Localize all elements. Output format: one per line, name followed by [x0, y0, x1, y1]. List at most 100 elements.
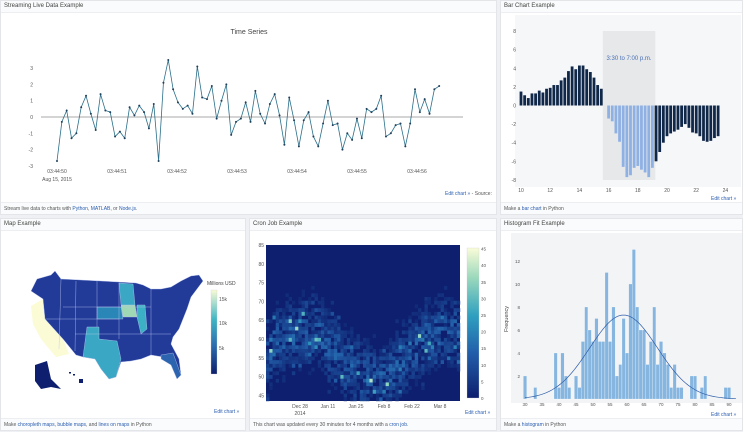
- heatmap-cell: [414, 337, 419, 342]
- heatmap-cell: [450, 345, 454, 350]
- illinois-region[interactable]: [136, 304, 148, 335]
- heatmap-cell: [411, 326, 415, 331]
- heatmap-cell: [424, 326, 428, 331]
- choropleth-link[interactable]: choropleth maps: [17, 422, 55, 428]
- python-link[interactable]: Python: [72, 206, 88, 212]
- heatmap-cell: [353, 363, 357, 368]
- heatmap-cell: [320, 308, 325, 313]
- heatmap-cell: [301, 352, 305, 357]
- edit-chart-link[interactable]: Edit chart »: [465, 410, 491, 416]
- histogram-link[interactable]: histogram: [521, 422, 544, 428]
- minnesota-region[interactable]: [118, 282, 136, 306]
- matlab-link[interactable]: MATLAB: [90, 206, 111, 212]
- heatmap-cell: [272, 360, 276, 365]
- heatmap-cell: [456, 341, 461, 346]
- heatmap-cell: [324, 323, 328, 327]
- bar-chart-link[interactable]: bar chart: [521, 206, 542, 212]
- data-point: [341, 148, 344, 151]
- heatmap-cell: [317, 300, 322, 305]
- time-series-chart[interactable]: Time Series -3 -2 -1 0 1 2 3 03:44:50 03:44:51 03:…: [1, 1, 498, 216]
- heatmap-cell: [343, 360, 348, 365]
- choropleth-map[interactable]: Millions USD 15k 10k 5k: [1, 219, 247, 432]
- data-point: [409, 122, 412, 125]
- heatmap-cell: [298, 300, 302, 305]
- heatmap-cell: [363, 382, 367, 387]
- heatmap-cell: [395, 349, 399, 353]
- heatmap-cell: [295, 334, 299, 339]
- heatmap-cell: [405, 389, 409, 394]
- heatmap-cell: [437, 341, 441, 346]
- heatmap-cell: [314, 308, 318, 313]
- heatmap-cell: [314, 315, 318, 320]
- data-point: [80, 106, 83, 109]
- heatmap-cell: [353, 341, 357, 346]
- alaska-region[interactable]: [35, 361, 61, 389]
- cron-job-link[interactable]: cron job: [389, 422, 407, 428]
- bar: [574, 69, 578, 106]
- edit-chart-link[interactable]: Edit chart »: [214, 409, 240, 415]
- colorbar-tick: 40: [481, 263, 487, 268]
- heatmap-cell: [385, 352, 390, 357]
- california-region[interactable]: [31, 299, 69, 357]
- heatmap-cell: [395, 371, 399, 376]
- heatmap-cell: [408, 375, 412, 379]
- heatmap-cell: [379, 389, 383, 394]
- edit-chart-link[interactable]: Edit chart »: [445, 191, 471, 197]
- heatmap-cell: [395, 345, 399, 350]
- heatmap-cell: [414, 334, 419, 339]
- data-point: [118, 130, 121, 133]
- heatmap-cell: [401, 323, 406, 327]
- y-axis-label: Frequency: [504, 306, 510, 332]
- x-tick-label: 03:44:51: [107, 169, 127, 175]
- heatmap-cell: [437, 300, 441, 305]
- x-tick-label: 50: [590, 402, 596, 407]
- heatmap-cell: [427, 371, 432, 376]
- heatmap-cell: [314, 323, 318, 327]
- heatmap-cell: [337, 334, 341, 339]
- nodejs-link[interactable]: Node.js: [119, 206, 136, 212]
- bar: [636, 105, 640, 166]
- heatmap-cell: [375, 393, 380, 398]
- florida-region[interactable]: [160, 352, 182, 380]
- x-tick-label: 12: [547, 188, 553, 194]
- heatmap-cell: [266, 319, 270, 324]
- heatmap-cell: [350, 330, 354, 335]
- edit-chart-link[interactable]: Edit chart »: [711, 412, 737, 418]
- heatmap-cell: [295, 319, 299, 324]
- edit-chart-link[interactable]: Edit chart »: [711, 196, 737, 202]
- texas-region[interactable]: [82, 326, 122, 380]
- bubble-maps-link[interactable]: bubble maps: [57, 422, 87, 428]
- heatmap-cell: [427, 363, 432, 368]
- heatmap-cell: [301, 319, 305, 324]
- heatmap-cell: [288, 297, 293, 301]
- x-tick-label: 40: [556, 402, 562, 407]
- heatmap-cell: [385, 375, 390, 379]
- heatmap-cell: [437, 311, 441, 316]
- heatmap-cell: [408, 360, 412, 365]
- footer-text: ,: [54, 422, 58, 428]
- x-tick-label: 45: [573, 402, 579, 407]
- heatmap-cell: [275, 326, 280, 331]
- heatmap-cell: [343, 386, 348, 391]
- heatmap-cell: [324, 349, 328, 353]
- data-point: [433, 88, 436, 91]
- histogram-chart[interactable]: 2 4 6 8 10 12 Frequency 30 35 40 45 50 55 60 65 70 75 80 8…: [501, 219, 743, 432]
- heatmap-cell: [395, 363, 399, 368]
- histogram-bar: [676, 387, 680, 400]
- hawaii-region[interactable]: [69, 372, 83, 383]
- heatmap-cell: [379, 367, 383, 372]
- heatmap-cell: [343, 375, 348, 379]
- heatmap-cell: [388, 356, 393, 361]
- heatmap-cell: [278, 323, 283, 327]
- heatmap-cell: [447, 356, 451, 361]
- iowa-region[interactable]: [120, 304, 138, 318]
- data-point: [283, 143, 286, 146]
- heatmap-cell: [266, 326, 270, 331]
- heatmap-cell: [311, 300, 315, 305]
- lines-on-maps-link[interactable]: lines on maps: [98, 422, 130, 428]
- heatmap-cell: [443, 337, 448, 342]
- heatmap-cell: [456, 300, 461, 305]
- heatmap-cell: [427, 297, 432, 301]
